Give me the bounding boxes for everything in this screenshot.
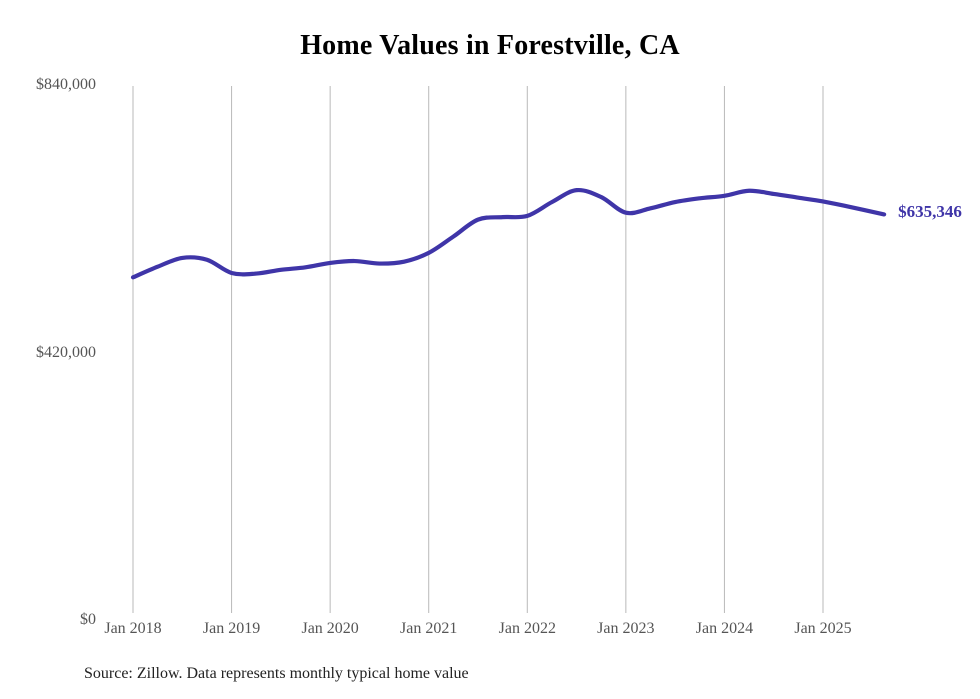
x-axis-tick-label-0: Jan 2018 xyxy=(104,620,162,637)
x-axis-tick-label-6: Jan 2024 xyxy=(695,620,754,637)
y-axis-tick-label-840000: $840,000 xyxy=(36,76,96,93)
home-value-line xyxy=(130,187,887,280)
x-axis-tick-label-5: Jan 2023 xyxy=(597,620,655,637)
end-value-label: $635,346 xyxy=(898,202,962,222)
x-axis-tick-label-1: Jan 2019 xyxy=(202,620,261,637)
x-axis-tick-label-3: Jan 2021 xyxy=(400,620,458,637)
source-note: Source: Zillow. Data represents monthly … xyxy=(84,665,469,682)
vertical-gridlines xyxy=(132,86,824,613)
x-axis-tick-label-7: Jan 2025 xyxy=(794,620,852,637)
x-axis-tick-label-2: Jan 2020 xyxy=(301,620,359,637)
x-axis-tick-label-4: Jan 2022 xyxy=(498,620,556,637)
chart-title: Home Values in Forestville, CA xyxy=(300,30,680,61)
y-axis-tick-label-420000: $420,000 xyxy=(36,344,96,361)
y-axis-tick-label-0: $0 xyxy=(80,611,96,628)
